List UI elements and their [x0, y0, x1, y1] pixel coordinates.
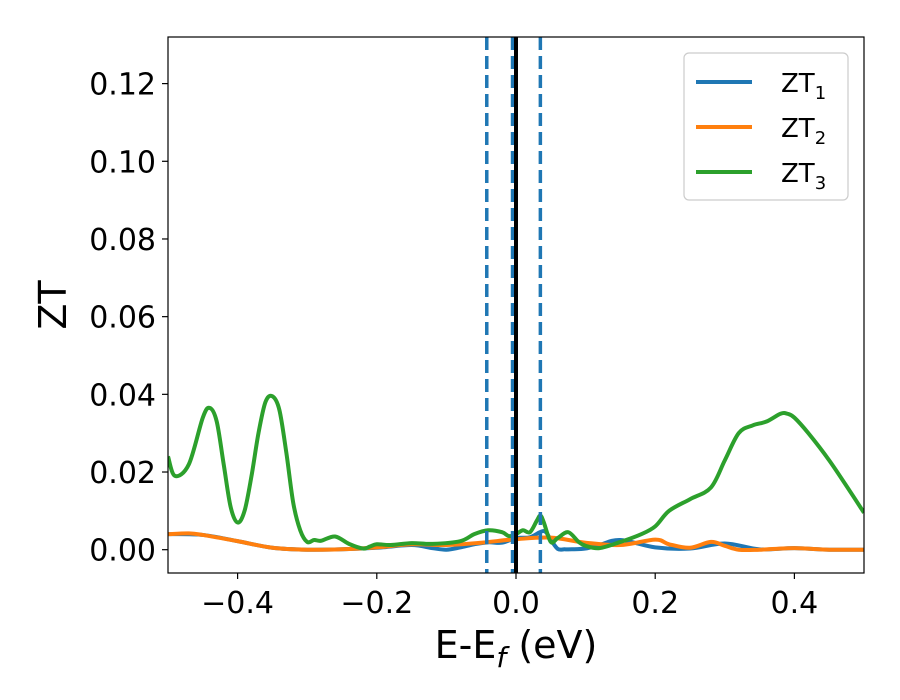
- x-axis-label: E-Ef (eV): [435, 623, 598, 674]
- y-tick-label: 0.00: [89, 534, 156, 569]
- legend-label-2: ZT2: [781, 114, 826, 149]
- y-tick-label: 0.12: [89, 68, 156, 103]
- legend-label-1: ZT1: [781, 69, 826, 104]
- x-tick-label: 0.4: [771, 586, 819, 621]
- y-tick-label: 0.04: [89, 378, 156, 413]
- legend-label-3: ZT3: [781, 159, 826, 194]
- x-tick-label: 0.0: [492, 586, 540, 621]
- x-tick-label: −0.2: [340, 586, 413, 621]
- y-tick-label: 0.06: [89, 301, 156, 336]
- x-tick-label: −0.4: [201, 586, 274, 621]
- plot-area: [168, 37, 864, 573]
- axes: −0.4 −0.2 0.0 0.2 0.4 0.00 0.02 0.04 0.06 0.08 0.1…: [89, 36, 865, 621]
- legend: ZT1 ZT2 ZT3: [683, 52, 849, 201]
- x-tick-label: 0.2: [631, 586, 679, 621]
- y-tick-label: 0.02: [89, 456, 156, 491]
- y-axis-label: ZT: [31, 280, 75, 330]
- legend-box: [683, 52, 849, 201]
- y-tick-label: 0.08: [89, 223, 156, 258]
- series-line-3: [168, 393, 864, 551]
- y-tick-label: 0.10: [89, 145, 156, 180]
